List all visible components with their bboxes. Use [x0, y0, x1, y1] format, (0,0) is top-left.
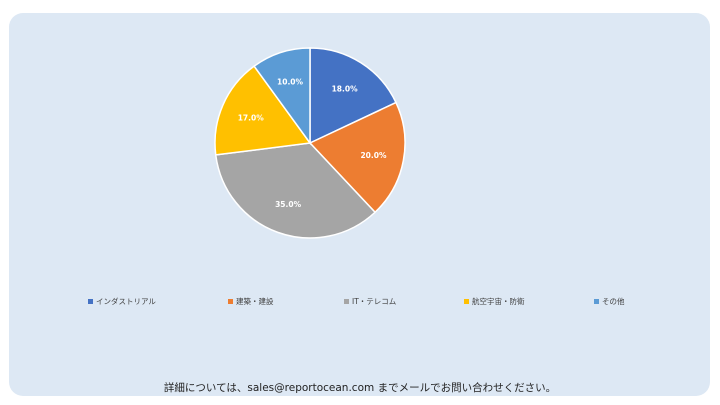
- contact-footer: 詳細については、sales@reportocean.com までメールでお問い合…: [163, 382, 557, 394]
- legend-swatch: [464, 299, 469, 304]
- legend-swatch: [344, 299, 349, 304]
- legend-label: 航空宇宙・防衛: [472, 297, 525, 306]
- legend-swatch: [88, 299, 93, 304]
- pie-slice-4: [253, 47, 311, 146]
- legend-item: 建築・建設: [228, 296, 274, 307]
- pie-slice-3: [214, 65, 312, 156]
- legend-swatch: [594, 299, 599, 304]
- legend-label: IT・テレコム: [352, 297, 397, 306]
- legend-item: 航空宇宙・防衛: [464, 296, 525, 307]
- slice-data-label: 10.0%: [277, 78, 304, 87]
- slice-data-label: 20.0%: [360, 151, 387, 160]
- slice-data-label: 35.0%: [275, 200, 302, 209]
- slice-data-label: 17.0%: [238, 113, 265, 122]
- pie-slice-2: [214, 142, 377, 239]
- pie-slice-1: [308, 101, 406, 214]
- legend-label: その他: [602, 297, 625, 306]
- legend-item: IT・テレコム: [344, 296, 396, 307]
- legend-item: インダストリアル: [88, 296, 156, 307]
- legend-item: その他: [594, 296, 625, 307]
- slice-data-label: 18.0%: [332, 84, 359, 93]
- legend: インダストリアル 建築・建設 IT・テレコム 航空宇宙・防衛 その他: [0, 296, 720, 308]
- legend-label: 建築・建設: [236, 297, 274, 306]
- legend-label: インダストリアル: [96, 297, 156, 306]
- legend-swatch: [228, 299, 233, 304]
- pie-slice-0: [309, 47, 397, 145]
